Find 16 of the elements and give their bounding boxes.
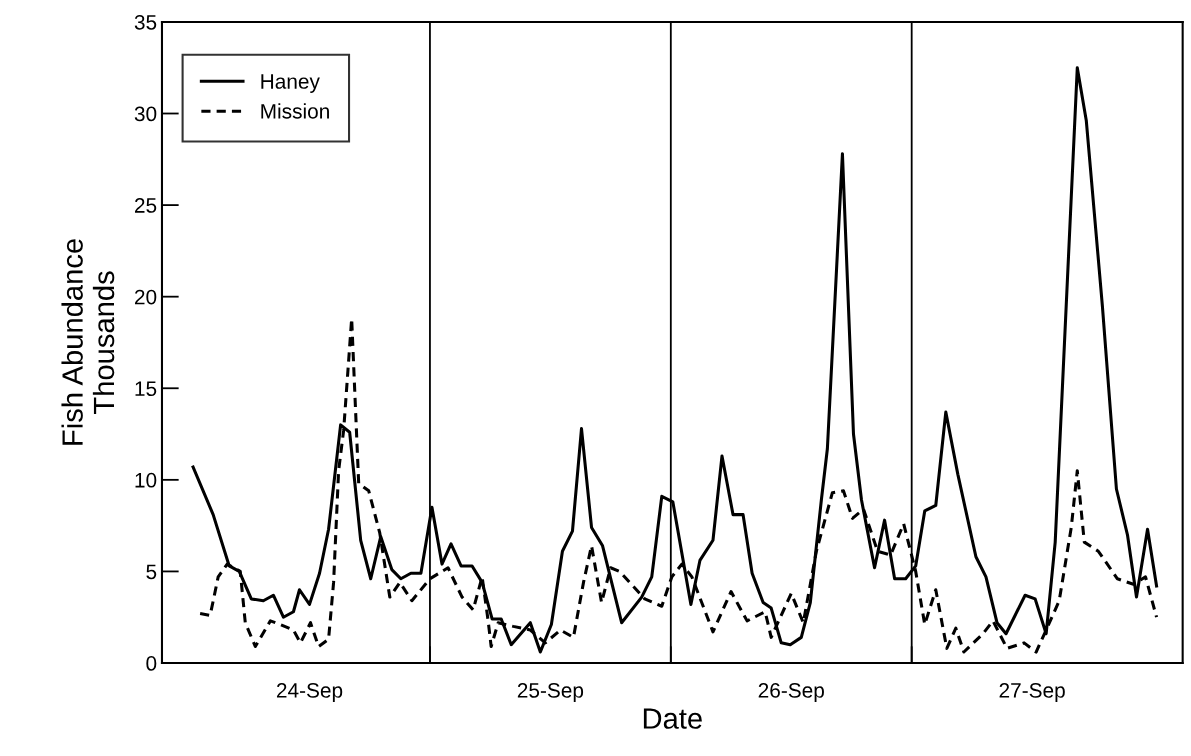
y-tick-label: 5: [146, 564, 157, 580]
y-tick-label: 0: [146, 656, 157, 671]
x-tick-label: 25-Sep: [517, 683, 584, 702]
y-tick-label: 15: [135, 381, 157, 397]
y-tick-label: 20: [134, 289, 157, 305]
x-tick-label: 27-Sep: [999, 683, 1065, 702]
y-tick-label: 35: [134, 14, 157, 30]
y-tick-label: 30: [134, 106, 157, 122]
legend-label: Haney: [261, 74, 320, 93]
y-tick-label: 25: [134, 198, 157, 213]
x-axis-title: Date: [643, 708, 702, 729]
y-axis-title: Fish Abundance Thousands: [61, 239, 115, 445]
y-tick-label: 10: [135, 472, 157, 488]
legend-label: Mission: [261, 103, 329, 119]
x-tick-label: 26-Sep: [758, 683, 824, 702]
x-tick-label: 24-Sep: [276, 683, 343, 702]
